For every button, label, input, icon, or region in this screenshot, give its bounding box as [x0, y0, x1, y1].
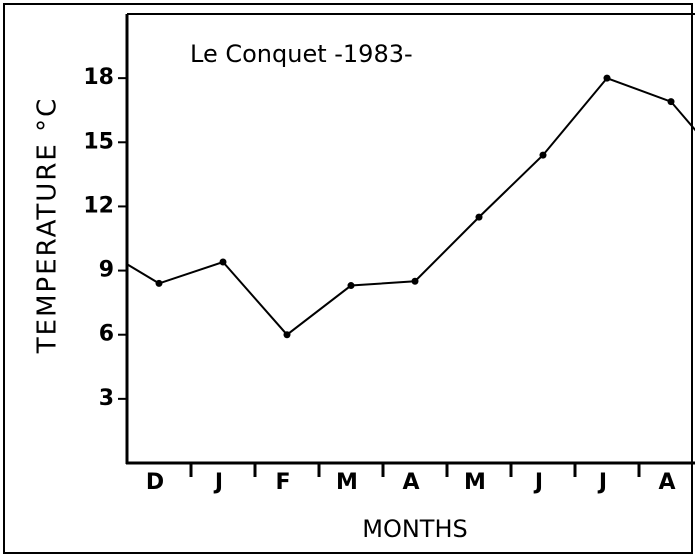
point: [411, 277, 419, 285]
x-tick-label: F: [275, 470, 290, 495]
x-tick-label: J: [213, 470, 223, 495]
plot-area: [92, 74, 695, 339]
point: [539, 151, 547, 159]
x-tick-label: J: [597, 470, 607, 495]
x-tick-label: A: [658, 470, 675, 495]
x-axis-label: MONTHS: [362, 515, 468, 543]
chart-title: Le Conquet -1983-: [190, 40, 413, 68]
y-tick-label: 18: [83, 65, 114, 90]
point: [475, 213, 483, 221]
x-tick-label: A: [402, 470, 419, 495]
point: [667, 98, 675, 106]
y-tick-label: 12: [83, 193, 114, 218]
point: [155, 279, 163, 287]
y-tick-label: 6: [99, 322, 114, 347]
y-tick-label: 15: [83, 129, 114, 154]
x-tick-label: M: [336, 470, 358, 495]
y-tick-label: 9: [99, 258, 114, 283]
frame: [3, 3, 693, 554]
line: [127, 76, 695, 337]
point: [92, 241, 99, 248]
x-tick-label: D: [146, 470, 164, 495]
x-tick-label: M: [464, 470, 486, 495]
x-tick-label: J: [533, 470, 543, 495]
point: [603, 74, 611, 82]
point: [283, 331, 291, 339]
point: [219, 258, 227, 266]
y-tick-label: 3: [99, 386, 114, 411]
point: [347, 282, 355, 290]
y-axis-label: TEMPERATURE °C: [33, 97, 63, 354]
